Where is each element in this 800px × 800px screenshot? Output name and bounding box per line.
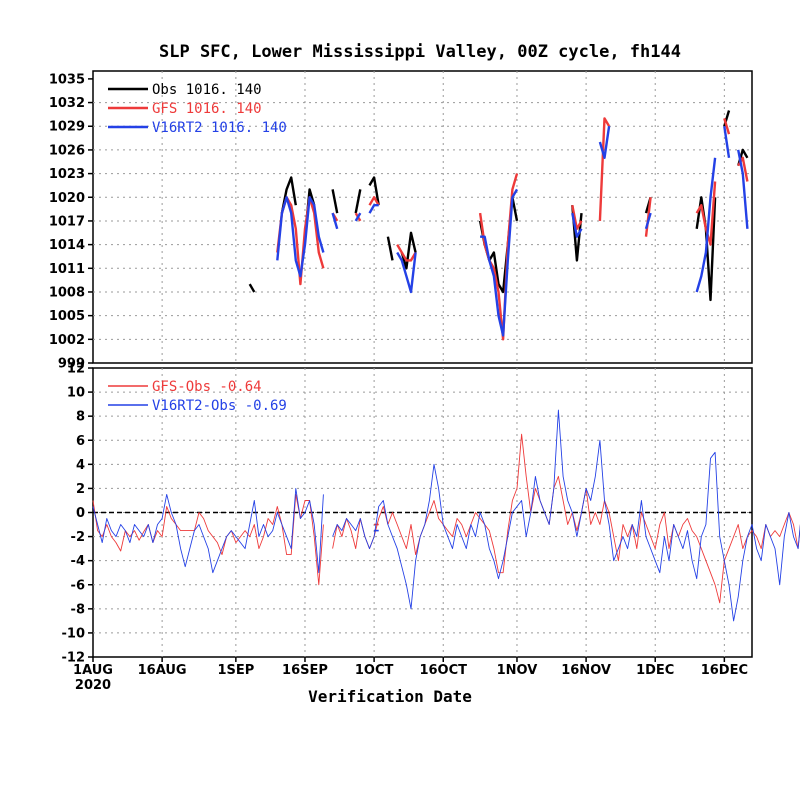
y-tick-label: 1014	[49, 238, 85, 253]
series-line-v16rt2-obs	[332, 409, 800, 622]
x-tick-label: 1SEP	[217, 663, 254, 678]
series-line-gfs-obs	[332, 433, 800, 604]
series-line-v16rt2	[571, 212, 583, 238]
y-tick-label: -4	[71, 554, 85, 569]
series-line-gfs	[723, 118, 731, 135]
y-tick-label: 999	[58, 357, 85, 372]
y-tick-label: 12	[67, 362, 85, 377]
y-tick-label: -10	[62, 626, 86, 641]
legend-entry: GFS-Obs -0.64	[152, 379, 262, 395]
bottom-panel: -12 -10 -8 -6 -4 -2 0 2 4 6 8 10 12 GFS-Obs -0.64 V16R…	[62, 362, 800, 666]
legend-entry: V16RT2-Obs -0.69	[152, 398, 287, 414]
x-tick-label: 16NOV	[561, 663, 611, 678]
y-tick-label: -2	[71, 530, 85, 545]
y-tick-label: 4	[76, 458, 85, 473]
y-tick-label: 0	[76, 506, 85, 521]
series-line-obs	[368, 176, 380, 206]
chart-title: SLP SFC, Lower Mississippi Valley, 00Z c…	[159, 42, 681, 62]
series-line-v16rt2	[480, 188, 519, 337]
y-tick-label: 1008	[49, 285, 85, 300]
y-tick-label: 10	[67, 386, 85, 401]
y-tick-label: -6	[71, 578, 85, 593]
x-tick-label: 1DEC	[636, 663, 674, 678]
y-tick-label: 1002	[49, 333, 85, 348]
series-line-obs	[400, 231, 417, 270]
series-line-v16rt2	[644, 212, 652, 230]
x-tick-sublabel: 2020	[75, 678, 111, 693]
y-tick-label: 1023	[49, 167, 85, 182]
legend-entry: GFS 1016. 140	[152, 101, 262, 117]
series-line-v16rt2	[598, 126, 611, 160]
series-line-gfs	[571, 204, 583, 231]
y-tick-label: 8	[76, 410, 85, 425]
y-tick-label: 1032	[49, 96, 85, 111]
series-line-gfs-obs	[92, 493, 324, 586]
x-tick-label: 16AUG	[138, 663, 187, 678]
x-axis-label: Verification Date	[308, 687, 472, 706]
y-tick-label: 1020	[49, 191, 85, 206]
x-tick-label: 1AUG	[73, 663, 113, 678]
y-tick-label: -12	[62, 651, 86, 666]
series-line-v16rt2	[331, 212, 339, 230]
series-line-obs	[386, 236, 394, 261]
series-line-v16rt2	[276, 196, 325, 278]
x-tick-label: 16DEC	[701, 663, 748, 678]
y-tick-label: 2	[76, 482, 85, 497]
x-tick-label: 1NOV	[497, 663, 538, 678]
y-tick-label: 1029	[49, 120, 85, 135]
series-line-v16rt2-obs	[92, 487, 324, 574]
series-line-v16rt2	[396, 251, 417, 294]
series-line-v16rt2	[695, 157, 717, 293]
series-line-v16rt2	[354, 212, 362, 222]
legend-entry: V16RT2 1016. 140	[152, 120, 287, 136]
plot-frame	[92, 70, 753, 364]
y-tick-label: 1005	[49, 309, 85, 324]
y-tick-label: 1017	[49, 214, 85, 229]
series-line-obs	[354, 189, 362, 214]
y-tick-label: 1026	[49, 143, 85, 158]
y-tick-label: 1035	[49, 72, 85, 87]
series-line-v16rt2	[723, 126, 731, 158]
y-tick-label: 1011	[49, 262, 85, 277]
series-line-obs	[248, 283, 256, 293]
series-line-gfs	[598, 117, 611, 221]
series-line-gfs	[396, 243, 417, 262]
y-tick-label: 6	[76, 434, 85, 449]
series-line-gfs	[695, 181, 717, 246]
top-panel: 999 1002 1005 1008 1011 1014 1017 1020 1023 1026 1…	[49, 70, 753, 372]
series-line-gfs	[368, 196, 380, 206]
legend-entry: Obs 1016. 140	[152, 82, 262, 98]
series-line-v16rt2	[368, 203, 379, 214]
y-tick-label: -8	[71, 602, 85, 617]
series-line-obs	[331, 189, 339, 214]
series-line-v16rt2	[737, 149, 749, 229]
x-tick-label: 1OCT	[355, 663, 394, 678]
x-tick-label: 16OCT	[419, 663, 467, 678]
x-tick-label: 16SEP	[282, 663, 328, 678]
